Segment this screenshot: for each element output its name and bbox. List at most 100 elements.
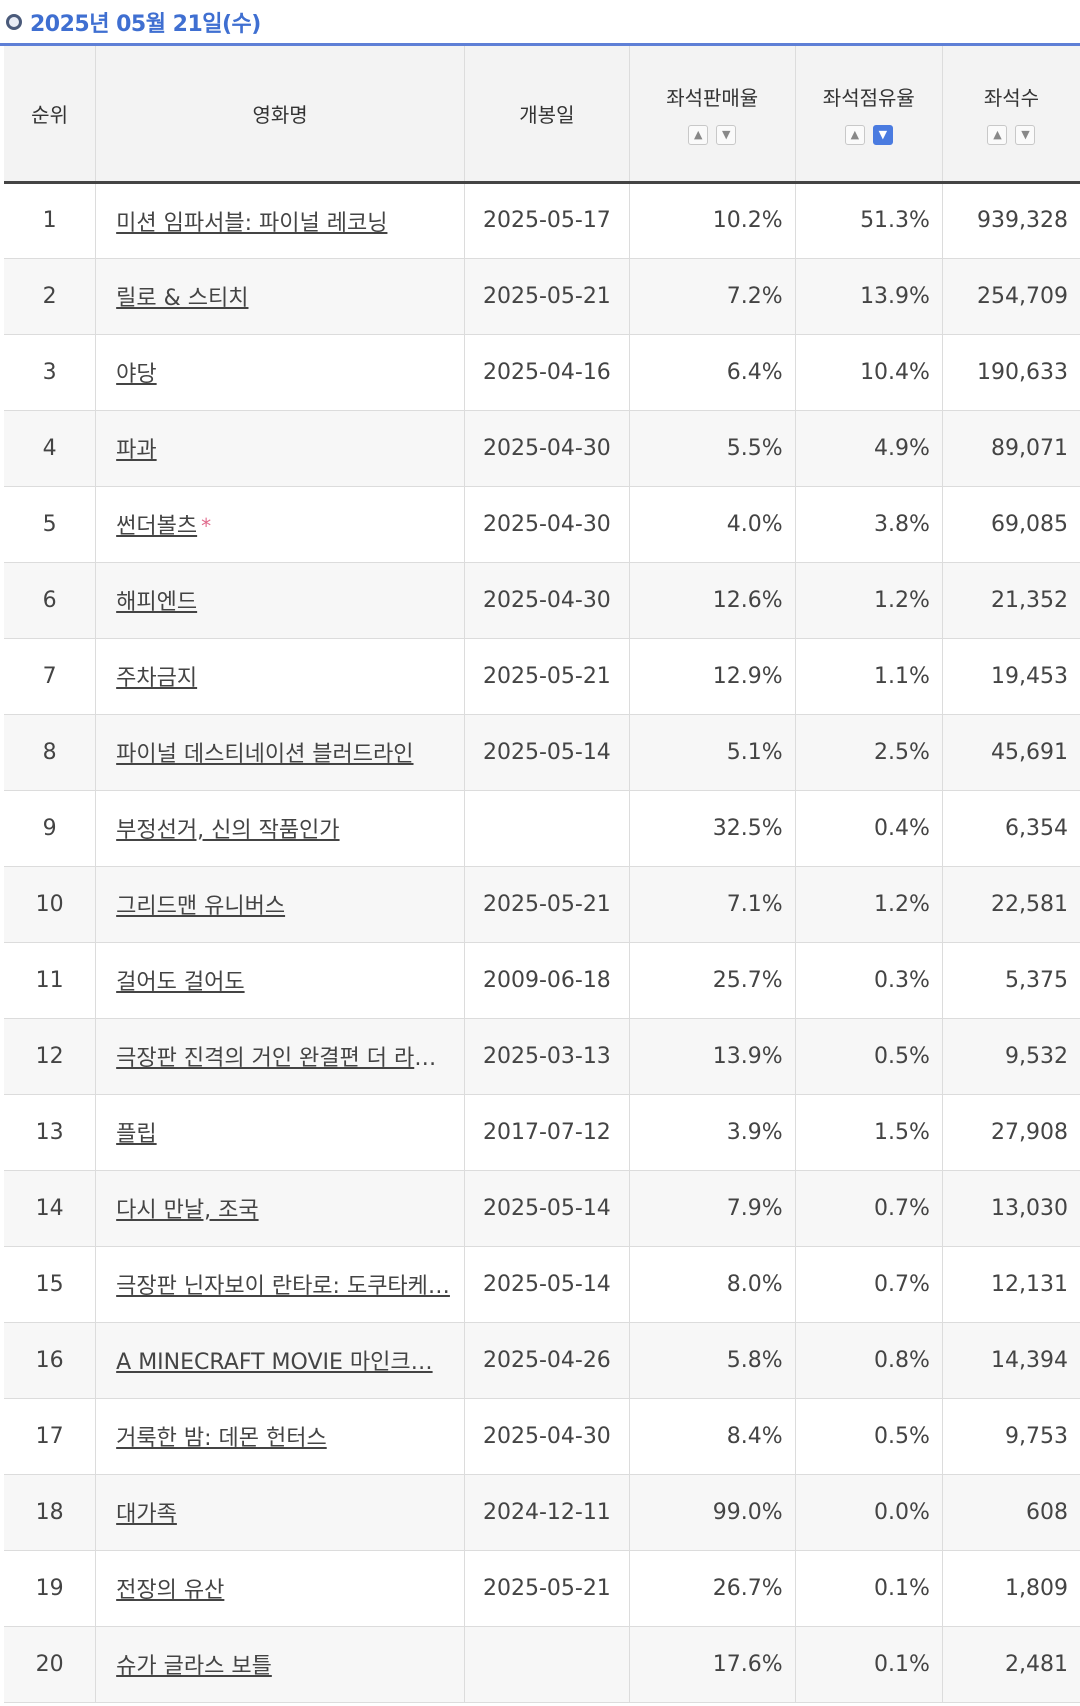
share-rate-cell: 10.4% <box>795 334 943 411</box>
seats-cell: 13,030 <box>942 1170 1080 1247</box>
column-header-title: 영화명 <box>95 46 465 184</box>
sort-descending-icon[interactable]: ▼ <box>1015 124 1036 145</box>
rank-cell: 19 <box>4 1550 97 1627</box>
movie-title-link[interactable]: 걸어도 걸어도 <box>116 970 245 995</box>
title-cell: 걸어도 걸어도 <box>95 942 465 1019</box>
table-row: 7 주차금지 2025-05-21 12.9% 1.1% 19,453 <box>4 638 1080 715</box>
share-rate-cell: 13.9% <box>795 258 943 335</box>
seats-cell: 22,581 <box>942 866 1080 943</box>
sales-rate-cell: 6.4% <box>629 334 796 411</box>
sales-rate-cell: 7.1% <box>629 866 796 943</box>
title-cell: 썬더볼츠 * <box>95 486 465 563</box>
seats-cell: 254,709 <box>942 258 1080 335</box>
movie-title-link[interactable]: 릴로 & 스티치 <box>116 286 249 311</box>
share-rate-cell: 1.2% <box>795 562 943 639</box>
table-row: 19 전장의 유산 2025-05-21 26.7% 0.1% 1,809 <box>4 1550 1080 1627</box>
title-cell: 미션 임파서블: 파이널 레코닝 <box>95 182 465 259</box>
rank-cell: 18 <box>4 1474 97 1551</box>
release-date-cell <box>464 1626 630 1703</box>
share-rate-cell: 0.5% <box>795 1018 943 1095</box>
movie-title-link[interactable]: 다시 만날, 조국 <box>116 1198 259 1223</box>
seats-cell: 190,633 <box>942 334 1080 411</box>
movie-title-link[interactable]: 부정선거, 신의 작품인가 <box>116 818 340 843</box>
column-label: 순위 <box>31 102 68 127</box>
rank-cell: 14 <box>4 1170 97 1247</box>
seats-cell: 89,071 <box>942 410 1080 487</box>
title-cell: 플립 <box>95 1094 465 1171</box>
column-header-seats: 좌석수 ▲ ▼ <box>942 46 1080 184</box>
release-date-cell: 2025-05-14 <box>464 1170 630 1247</box>
sales-rate-cell: 4.0% <box>629 486 796 563</box>
release-date-cell: 2009-06-18 <box>464 942 630 1019</box>
movie-title-link[interactable]: 거룩한 밤: 데몬 헌터스 <box>116 1426 327 1451</box>
release-date-cell: 2025-04-30 <box>464 1398 630 1475</box>
release-date-cell: 2025-05-21 <box>464 1550 630 1627</box>
table-row: 10 그리드맨 유니버스 2025-05-21 7.1% 1.2% 22,581 <box>4 866 1080 943</box>
title-cell: 주차금지 <box>95 638 465 715</box>
share-rate-cell: 1.5% <box>795 1094 943 1171</box>
share-rate-cell: 0.1% <box>795 1550 943 1627</box>
movie-title-link[interactable]: 미션 임파서블: 파이널 레코닝 <box>116 210 388 236</box>
movie-title-link[interactable]: 해피엔드 <box>116 590 198 615</box>
title-cell: 전장의 유산 <box>95 1550 465 1627</box>
column-label: 영화명 <box>252 102 308 127</box>
sales-rate-cell: 5.5% <box>629 410 796 487</box>
sort-ascending-icon[interactable]: ▲ <box>844 124 865 145</box>
movie-title-link[interactable]: 파과 <box>116 438 157 463</box>
movie-title-link[interactable]: 슈가 글라스 보틀 <box>116 1654 272 1679</box>
rank-cell: 16 <box>4 1322 97 1399</box>
table-row: 14 다시 만날, 조국 2025-05-14 7.9% 0.7% 13,030 <box>4 1170 1080 1247</box>
movie-title-link[interactable]: 플립 <box>116 1122 157 1147</box>
seats-cell: 27,908 <box>942 1094 1080 1171</box>
rank-cell: 5 <box>4 486 97 563</box>
table-row: 2 릴로 & 스티치 2025-05-21 7.2% 13.9% 254,709 <box>4 258 1080 335</box>
release-date-cell: 2025-04-30 <box>464 410 630 487</box>
column-label: 좌석판매율 <box>666 85 759 110</box>
table-row: 4 파과 2025-04-30 5.5% 4.9% 89,071 <box>4 410 1080 487</box>
movie-title-link[interactable]: 극장판 닌자보이 란타로: 도쿠타케… <box>116 1274 450 1299</box>
release-date-cell: 2025-05-14 <box>464 714 630 791</box>
sort-descending-icon[interactable]: ▼ <box>716 124 737 145</box>
title-cell: 야당 <box>95 334 465 411</box>
rank-cell: 9 <box>4 790 97 867</box>
share-rate-cell: 3.8% <box>795 486 943 563</box>
movie-title-link[interactable]: 썬더볼츠 <box>116 514 198 539</box>
table-row: 18 대가족 2024-12-11 99.0% 0.0% 608 <box>4 1474 1080 1551</box>
sales-rate-cell: 7.9% <box>629 1170 796 1247</box>
sales-rate-cell: 3.9% <box>629 1094 796 1171</box>
seats-cell: 1,809 <box>942 1550 1080 1627</box>
movie-title-link[interactable]: 그리드맨 유니버스 <box>116 894 286 919</box>
movie-title-link[interactable]: 전장의 유산 <box>116 1578 225 1603</box>
release-date-cell: 2024-12-11 <box>464 1474 630 1551</box>
movie-title-link[interactable]: 대가족 <box>116 1502 177 1527</box>
release-date-cell: 2025-05-14 <box>464 1246 630 1323</box>
column-label: 개봉일 <box>519 102 575 127</box>
rank-cell: 10 <box>4 866 97 943</box>
rank-cell: 6 <box>4 562 97 639</box>
movie-title-link[interactable]: A MINECRAFT MOVIE 마인크… <box>116 1350 433 1375</box>
sort-ascending-icon[interactable]: ▲ <box>688 124 709 145</box>
sort-ascending-icon[interactable]: ▲ <box>987 124 1008 145</box>
column-header-rank: 순위 <box>4 46 97 184</box>
release-date-cell: 2025-04-26 <box>464 1322 630 1399</box>
share-rate-cell: 51.3% <box>795 182 943 259</box>
title-cell: 거룩한 밤: 데몬 헌터스 <box>95 1398 465 1475</box>
share-rate-cell: 2.5% <box>795 714 943 791</box>
date-header: 2025년 05월 21일(수) <box>0 0 1080 46</box>
movie-title-link[interactable]: 극장판 진격의 거인 완결편 더 라스… <box>116 1046 457 1071</box>
sales-rate-cell: 5.1% <box>629 714 796 791</box>
movie-title-link[interactable]: 파이널 데스티네이션 블러드라인 <box>116 742 414 767</box>
rank-cell: 12 <box>4 1018 97 1095</box>
movie-title-link[interactable]: 야당 <box>116 362 157 387</box>
movie-title-link[interactable]: 주차금지 <box>116 666 198 691</box>
sales-rate-cell: 32.5% <box>629 790 796 867</box>
page-title: 2025년 05월 21일(수) <box>30 11 261 37</box>
sales-rate-cell: 7.2% <box>629 258 796 335</box>
seats-cell: 45,691 <box>942 714 1080 791</box>
table-row: 3 야당 2025-04-16 6.4% 10.4% 190,633 <box>4 334 1080 411</box>
seats-cell: 5,375 <box>942 942 1080 1019</box>
share-rate-cell: 0.3% <box>795 942 943 1019</box>
sales-rate-cell: 10.2% <box>629 182 796 259</box>
rank-cell: 4 <box>4 410 97 487</box>
sort-descending-icon[interactable]: ▼ <box>872 124 893 145</box>
